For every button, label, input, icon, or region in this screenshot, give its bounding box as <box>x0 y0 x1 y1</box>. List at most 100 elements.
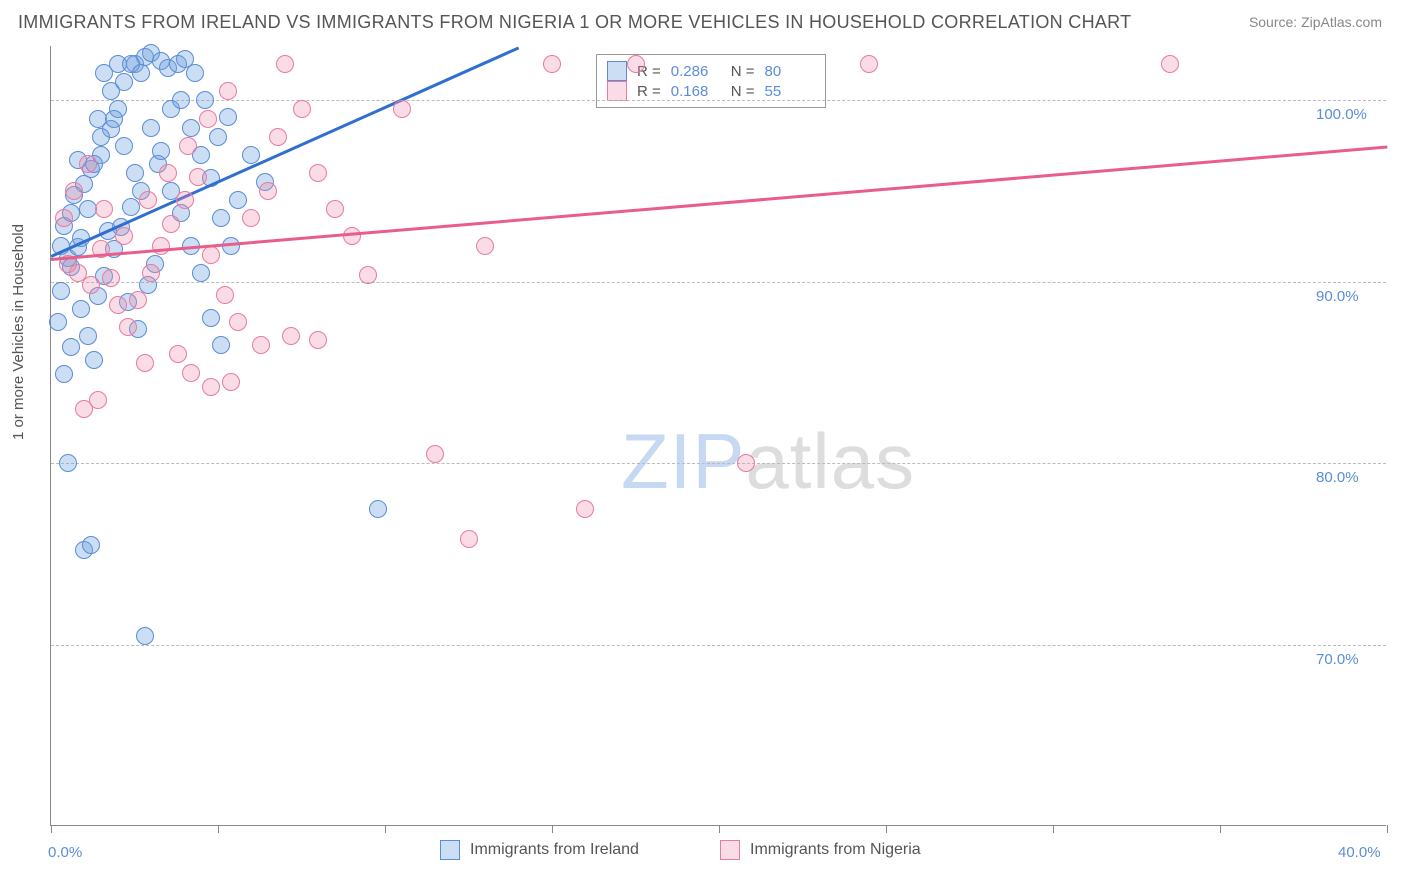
scatter-point <box>65 182 83 200</box>
scatter-point <box>62 338 80 356</box>
scatter-point <box>72 300 90 318</box>
scatter-point <box>229 191 247 209</box>
y-tick-label: 90.0% <box>1316 288 1359 305</box>
series-legend-label: Immigrants from Nigeria <box>750 841 921 859</box>
gridline-h <box>51 463 1386 464</box>
scatter-point <box>543 55 561 73</box>
scatter-point <box>95 200 113 218</box>
scatter-point <box>196 91 214 109</box>
legend-n-value: 55 <box>765 83 815 100</box>
x-tick <box>385 825 386 833</box>
scatter-point <box>269 128 287 146</box>
scatter-point <box>152 237 170 255</box>
legend-n-label: N = <box>731 63 755 80</box>
scatter-point <box>860 55 878 73</box>
scatter-point <box>209 128 227 146</box>
scatter-point <box>242 209 260 227</box>
scatter-point <box>460 530 478 548</box>
watermark-zip: ZIP <box>621 417 745 505</box>
scatter-point <box>182 119 200 137</box>
scatter-point <box>52 282 70 300</box>
scatter-point <box>343 227 361 245</box>
scatter-point <box>179 137 197 155</box>
legend-r-label: R = <box>637 83 661 100</box>
legend-r-value: 0.168 <box>671 83 721 100</box>
scatter-point <box>252 336 270 354</box>
scatter-point <box>476 237 494 255</box>
scatter-point <box>216 286 234 304</box>
x-tick <box>218 825 219 833</box>
scatter-point <box>326 200 344 218</box>
scatter-point <box>202 246 220 264</box>
x-tick <box>552 825 553 833</box>
scatter-point <box>276 55 294 73</box>
scatter-point <box>142 119 160 137</box>
x-tick <box>1220 825 1221 833</box>
source-attribution: Source: ZipAtlas.com <box>1249 14 1382 30</box>
gridline-h <box>51 100 1386 101</box>
scatter-point <box>92 128 110 146</box>
y-tick-label: 80.0% <box>1316 469 1359 486</box>
scatter-point <box>229 313 247 331</box>
scatter-point <box>737 454 755 472</box>
scatter-point <box>282 327 300 345</box>
scatter-point <box>199 110 217 128</box>
scatter-point <box>115 137 133 155</box>
scatter-point <box>369 500 387 518</box>
scatter-point <box>169 345 187 363</box>
gridline-h <box>51 282 1386 283</box>
scatter-point <box>55 209 73 227</box>
y-axis-title: 1 or more Vehicles in Household <box>10 224 27 440</box>
scatter-point <box>136 627 154 645</box>
scatter-point <box>162 215 180 233</box>
scatter-point <box>359 266 377 284</box>
scatter-point <box>219 82 237 100</box>
scatter-point <box>115 227 133 245</box>
legend-n-label: N = <box>731 83 755 100</box>
scatter-point <box>222 373 240 391</box>
scatter-point <box>119 318 137 336</box>
watermark-atlas: atlas <box>745 417 915 505</box>
x-tick-label-min: 0.0% <box>48 844 82 861</box>
scatter-point <box>159 164 177 182</box>
scatter-point <box>293 100 311 118</box>
watermark: ZIPatlas <box>621 416 915 507</box>
scatter-point <box>49 313 67 331</box>
scatter-point <box>1161 55 1179 73</box>
scatter-point <box>126 164 144 182</box>
scatter-point <box>242 146 260 164</box>
legend-swatch <box>607 61 627 81</box>
scatter-point <box>182 364 200 382</box>
scatter-point <box>576 500 594 518</box>
legend-swatch <box>607 81 627 101</box>
scatter-point <box>79 327 97 345</box>
x-tick <box>1053 825 1054 833</box>
scatter-point <box>309 164 327 182</box>
scatter-point <box>202 309 220 327</box>
x-tick <box>886 825 887 833</box>
scatter-point <box>85 351 103 369</box>
scatter-point <box>426 445 444 463</box>
scatter-point <box>82 276 100 294</box>
scatter-point <box>142 264 160 282</box>
scatter-point <box>59 454 77 472</box>
scatter-point <box>192 264 210 282</box>
scatter-point <box>627 55 645 73</box>
x-tick <box>51 825 52 833</box>
scatter-point <box>186 64 204 82</box>
scatter-point <box>136 354 154 372</box>
scatter-point <box>89 110 107 128</box>
scatter-point <box>132 64 150 82</box>
scatter-point <box>95 64 113 82</box>
scatter-point <box>75 400 93 418</box>
y-tick-label: 100.0% <box>1316 106 1367 123</box>
scatter-point <box>212 209 230 227</box>
plot-area: ZIPatlas R =0.286N =80R =0.168N =55 <box>50 46 1386 826</box>
legend-n-value: 80 <box>765 63 815 80</box>
scatter-point <box>309 331 327 349</box>
scatter-point <box>176 191 194 209</box>
legend-swatch <box>720 840 740 860</box>
chart-title: IMMIGRANTS FROM IRELAND VS IMMIGRANTS FR… <box>18 12 1131 33</box>
scatter-point <box>109 296 127 314</box>
legend-swatch <box>440 840 460 860</box>
